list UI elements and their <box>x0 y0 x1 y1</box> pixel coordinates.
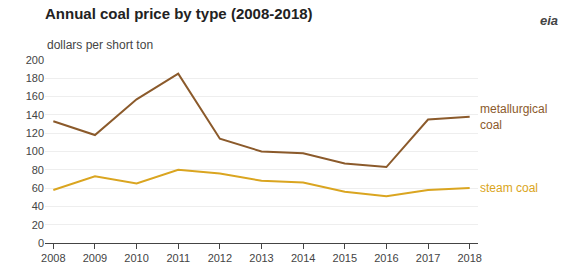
svg-text:steam coal: steam coal <box>480 181 538 195</box>
svg-text:200: 200 <box>26 54 44 66</box>
svg-text:2008: 2008 <box>41 252 65 264</box>
svg-text:2009: 2009 <box>83 252 107 264</box>
svg-text:100: 100 <box>26 145 44 157</box>
svg-text:2018: 2018 <box>457 252 481 264</box>
svg-text:2015: 2015 <box>333 252 357 264</box>
svg-text:120: 120 <box>26 127 44 139</box>
svg-text:2017: 2017 <box>416 252 440 264</box>
svg-text:60: 60 <box>32 182 44 194</box>
svg-text:2014: 2014 <box>291 252 315 264</box>
svg-text:160: 160 <box>26 90 44 102</box>
svg-text:2013: 2013 <box>249 252 273 264</box>
svg-text:40: 40 <box>32 200 44 212</box>
svg-text:2016: 2016 <box>374 252 398 264</box>
svg-text:0: 0 <box>38 237 44 249</box>
svg-text:140: 140 <box>26 109 44 121</box>
svg-text:2011: 2011 <box>166 252 190 264</box>
svg-text:dollars per short ton: dollars per short ton <box>47 38 153 52</box>
svg-text:2010: 2010 <box>124 252 148 264</box>
svg-text:Annual coal price by type (200: Annual coal price by type (2008-2018) <box>45 5 313 22</box>
svg-text:180: 180 <box>26 72 44 84</box>
svg-text:20: 20 <box>32 219 44 231</box>
svg-text:2012: 2012 <box>208 252 232 264</box>
svg-text:eia: eia <box>540 13 558 28</box>
svg-text:metallurgicalcoal: metallurgicalcoal <box>480 102 547 132</box>
svg-text:80: 80 <box>32 164 44 176</box>
